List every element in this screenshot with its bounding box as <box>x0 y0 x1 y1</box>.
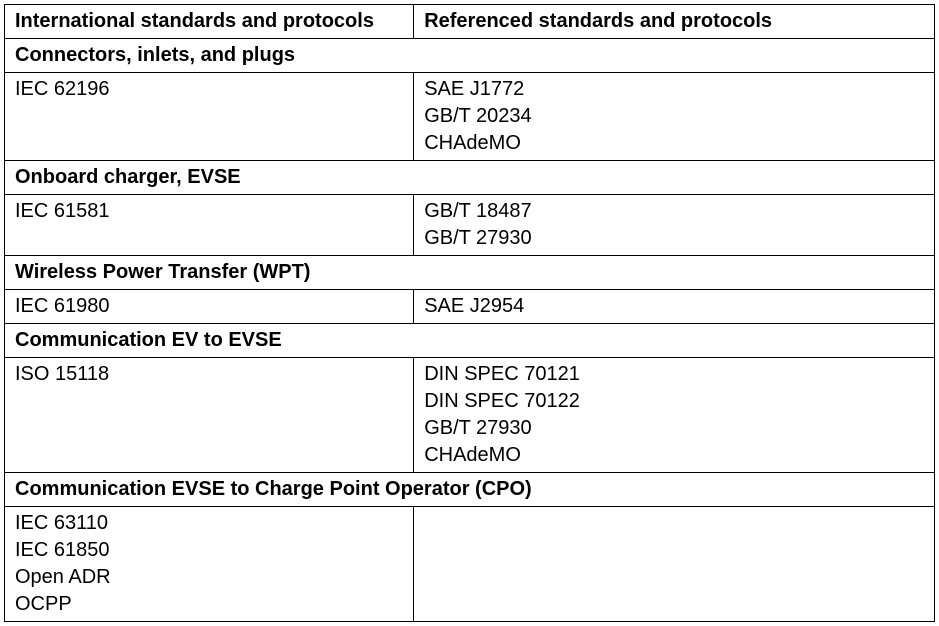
cell-intl: IEC 63110IEC 61850Open ADROCPP <box>5 507 414 622</box>
header-row: International standards and protocols Re… <box>5 5 935 39</box>
standard-value: GB/T 20234 <box>424 103 924 130</box>
standard-value: IEC 61980 <box>15 293 403 320</box>
cell-intl: IEC 61581 <box>5 195 414 256</box>
section-title: Communication EVSE to Charge Point Opera… <box>5 473 935 507</box>
section-title: Communication EV to EVSE <box>5 324 935 358</box>
cell-intl: ISO 15118 <box>5 358 414 473</box>
standard-value: SAE J1772 <box>424 76 924 103</box>
cell-ref: DIN SPEC 70121DIN SPEC 70122GB/T 27930CH… <box>414 358 935 473</box>
section-header-row: Communication EVSE to Charge Point Opera… <box>5 473 935 507</box>
section-title: Wireless Power Transfer (WPT) <box>5 256 935 290</box>
standards-table: International standards and protocols Re… <box>4 4 935 622</box>
cell-ref: GB/T 18487GB/T 27930 <box>414 195 935 256</box>
standard-value: GB/T 18487 <box>424 198 924 225</box>
section-title: Connectors, inlets, and plugs <box>5 39 935 73</box>
table-row: IEC 61581 GB/T 18487GB/T 27930 <box>5 195 935 256</box>
header-cell-ref: Referenced standards and protocols <box>414 5 935 39</box>
standard-value: GB/T 27930 <box>424 225 924 252</box>
standard-value: CHAdeMO <box>424 130 924 157</box>
table-row: IEC 63110IEC 61850Open ADROCPP <box>5 507 935 622</box>
cell-ref: SAE J1772GB/T 20234CHAdeMO <box>414 73 935 161</box>
standard-value: IEC 61581 <box>15 198 403 225</box>
section-header-row: Onboard charger, EVSE <box>5 161 935 195</box>
standard-value: GB/T 27930 <box>424 415 924 442</box>
table-row: IEC 62196 SAE J1772GB/T 20234CHAdeMO <box>5 73 935 161</box>
standard-value: IEC 63110 <box>15 510 403 537</box>
header-cell-intl: International standards and protocols <box>5 5 414 39</box>
standard-value: Open ADR <box>15 564 403 591</box>
standard-value: DIN SPEC 70121 <box>424 361 924 388</box>
table-row: ISO 15118 DIN SPEC 70121DIN SPEC 70122GB/… <box>5 358 935 473</box>
standard-value: CHAdeMO <box>424 442 924 469</box>
standard-value: ISO 15118 <box>15 361 403 388</box>
standard-value: OCPP <box>15 591 403 618</box>
section-header-row: Communication EV to EVSE <box>5 324 935 358</box>
table-row: IEC 61980 SAE J2954 <box>5 290 935 324</box>
standard-value: IEC 61850 <box>15 537 403 564</box>
standard-value: IEC 62196 <box>15 76 403 103</box>
cell-intl: IEC 62196 <box>5 73 414 161</box>
cell-ref: SAE J2954 <box>414 290 935 324</box>
cell-ref <box>414 507 935 622</box>
standard-value: DIN SPEC 70122 <box>424 388 924 415</box>
section-header-row: Wireless Power Transfer (WPT) <box>5 256 935 290</box>
cell-intl: IEC 61980 <box>5 290 414 324</box>
section-title: Onboard charger, EVSE <box>5 161 935 195</box>
section-header-row: Connectors, inlets, and plugs <box>5 39 935 73</box>
standard-value: SAE J2954 <box>424 293 924 320</box>
